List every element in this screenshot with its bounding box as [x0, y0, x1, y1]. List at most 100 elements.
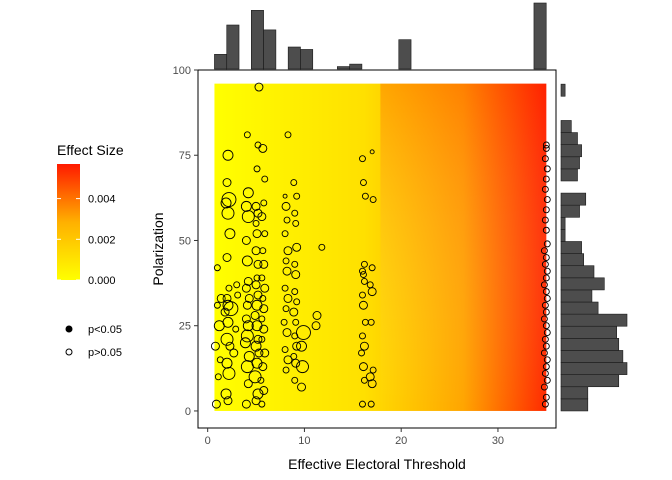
data-point: [222, 293, 232, 303]
data-point: [241, 314, 251, 324]
effect-fill-layer: [214, 83, 547, 411]
y-tick-label: 75: [179, 150, 191, 162]
data-point: [541, 369, 549, 377]
data-point: [290, 352, 298, 360]
data-point: [543, 196, 551, 204]
data-point: [542, 175, 550, 183]
panel-border: [197, 69, 557, 429]
data-point: [290, 179, 298, 186]
y-tick-label: 100: [173, 65, 191, 77]
data-point: [541, 335, 549, 343]
right-histogram-bar: [560, 253, 584, 267]
colorbar-tick-label: 0.004: [88, 194, 116, 206]
data-point: [253, 165, 261, 173]
data-point: [296, 340, 307, 352]
colorbar-tick-label: 0.002: [88, 234, 116, 246]
y-tick-label: 25: [179, 321, 191, 333]
data-point: [318, 243, 326, 251]
x-axis-ticks: 0 10 20 30: [205, 428, 504, 447]
data-point: [542, 226, 550, 234]
data-point: [541, 260, 549, 268]
y-tick-label: 50: [179, 235, 191, 247]
right-histogram-bar: [560, 156, 580, 170]
data-point: [291, 270, 301, 280]
data-point: [282, 257, 290, 265]
data-point: [241, 236, 251, 245]
data-point: [253, 290, 263, 300]
data-point: [281, 230, 289, 238]
data-point: [257, 212, 267, 222]
data-point: [292, 318, 300, 326]
data-point: [296, 325, 311, 340]
top-marginal-histogram: [214, 2, 547, 70]
data-point: [240, 200, 252, 212]
data-point: [543, 376, 551, 384]
right-histogram-bar: [560, 289, 593, 303]
data-point: [220, 197, 232, 209]
top-histogram-bar: [287, 46, 301, 70]
data-point: [250, 311, 260, 320]
data-point: [542, 308, 550, 316]
top-histogram-bar: [398, 39, 412, 70]
x-axis-title: Effective Electoral Threshold: [288, 456, 466, 472]
data-point: [540, 315, 548, 323]
data-point: [542, 322, 550, 330]
data-point: [540, 383, 548, 391]
data-point: [210, 341, 220, 351]
data-point: [254, 82, 264, 92]
data-point: [259, 324, 269, 334]
right-histogram-bar: [560, 277, 605, 291]
right-histogram-bar: [560, 362, 628, 375]
data-point: [225, 284, 233, 292]
data-point: [211, 399, 221, 409]
data-point: [258, 362, 268, 372]
right-histogram-bar: [560, 338, 620, 351]
data-point: [259, 304, 269, 314]
data-point: [367, 400, 375, 408]
right-histogram-bar: [560, 241, 582, 254]
data-point: [232, 325, 240, 333]
data-point: [253, 259, 263, 269]
x-tick-label: 10: [298, 435, 310, 447]
data-point: [222, 253, 232, 262]
data-point: [222, 149, 234, 161]
data-point: [242, 187, 254, 199]
data-point: [369, 366, 377, 374]
top-histogram-bar: [263, 29, 277, 70]
data-point: [542, 288, 550, 296]
data-point: [216, 293, 226, 303]
x-tick-label: 20: [395, 435, 407, 447]
data-point: [222, 299, 234, 311]
data-point: [233, 281, 241, 289]
data-point: [258, 143, 268, 153]
x-tick-label: 30: [492, 435, 504, 447]
data-point: [293, 192, 301, 200]
data-point: [360, 271, 367, 279]
data-point: [244, 293, 254, 303]
data-point: [252, 388, 264, 400]
right-histogram-bar: [560, 132, 578, 145]
data-point: [243, 276, 253, 286]
legend: Effect Size 0.000 0.002 0.004 p<0.05 p>0.05: [57, 142, 124, 359]
data-point: [253, 334, 263, 344]
data-point: [251, 201, 261, 211]
data-point: [243, 379, 253, 389]
data-point: [540, 349, 548, 357]
x-tick-label: 0: [205, 435, 211, 447]
data-point: [282, 328, 292, 337]
top-histogram-bar: [349, 63, 363, 70]
data-point: [360, 277, 368, 285]
data-point: [258, 400, 266, 408]
data-point: [359, 155, 366, 163]
data-point: [229, 348, 239, 358]
colorbar-tick-label: 0.000: [88, 275, 116, 287]
data-point: [541, 185, 549, 193]
data-point: [543, 240, 551, 248]
y-axis-ticks: 0 25 50 75 100: [173, 65, 198, 418]
top-histogram-bar: [251, 10, 264, 70]
data-point: [259, 259, 269, 269]
data-point: [359, 400, 366, 408]
right-histogram-bar: [560, 120, 572, 133]
data-point: [367, 379, 377, 389]
